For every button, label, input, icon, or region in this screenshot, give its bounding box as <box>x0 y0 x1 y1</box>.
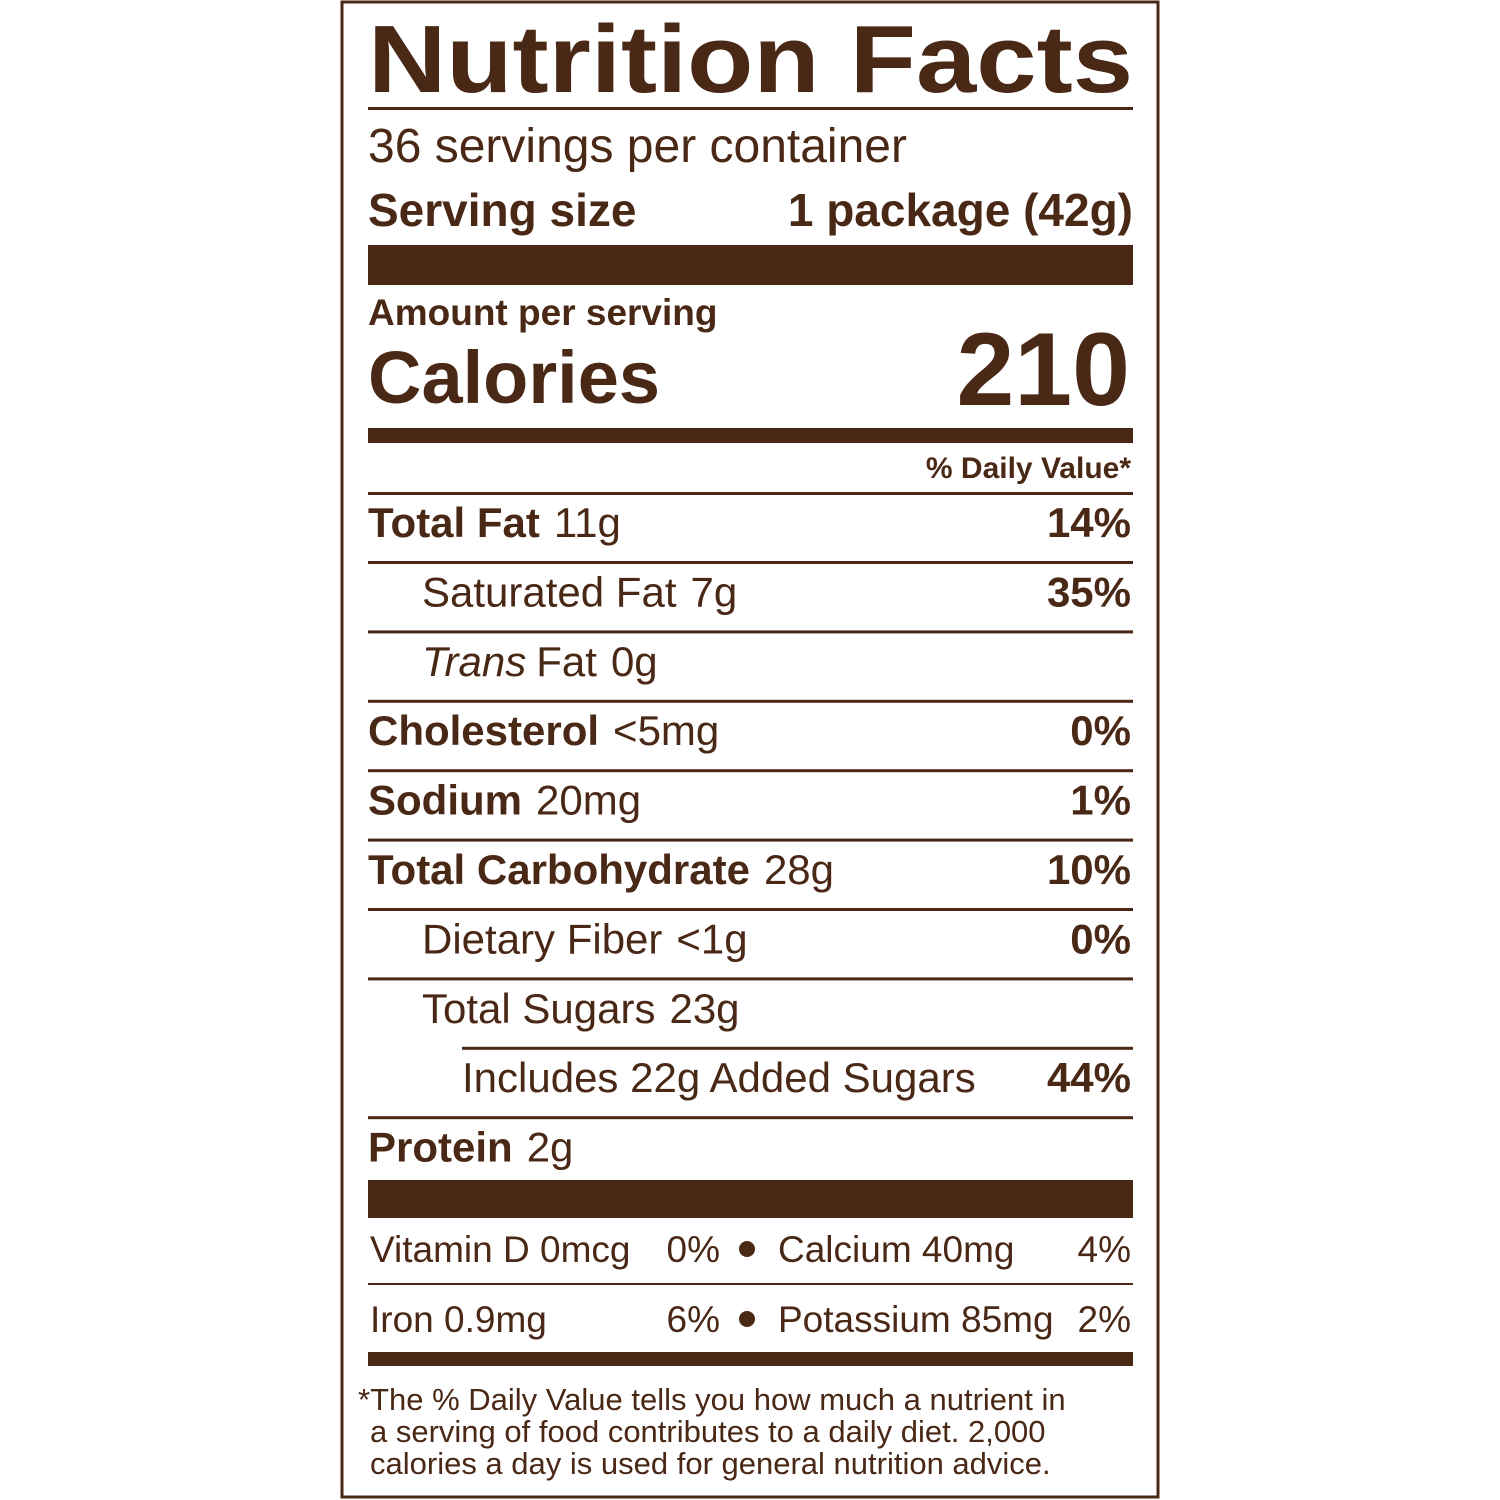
rule <box>368 838 1133 842</box>
nutrient-name: Fat <box>536 638 597 685</box>
micronutrient-name: Potassium 85mg <box>778 1299 1054 1340</box>
daily-value-header: % Daily Value* <box>926 452 1131 485</box>
servings: 36 servings per container <box>368 120 907 173</box>
nutrient-dv: 35% <box>1047 568 1131 615</box>
footnote: *The % Daily Value tells you how much a … <box>358 1382 1066 1481</box>
nutrient-name: Cholesterol <box>368 707 599 754</box>
nutrient-amount: <1g <box>676 915 747 962</box>
rule <box>368 561 1133 564</box>
rule <box>368 630 1133 634</box>
nutrient: Dietary Fiber <1g <box>422 915 748 962</box>
bullet <box>739 1311 755 1327</box>
label-border <box>340 0 1160 1499</box>
nutrient-dv: 44% <box>1047 1054 1131 1101</box>
nutrient-name: Dietary Fiber <box>422 915 662 962</box>
footnote-line: a serving of food contributes to a daily… <box>370 1414 1046 1449</box>
micronutrients: Vitamin D 0mcg 0% Calcium 40mg 4% Iron 0.9mg… <box>368 1229 1133 1340</box>
nutrient-name: Total Carbohydrate <box>368 846 750 893</box>
nutrient: Includes 22g Added Sugars <box>462 1054 976 1101</box>
bullet <box>739 1241 755 1257</box>
nutrient-name: Total Fat <box>368 499 540 546</box>
nutrient: Total Carbohydrate 28g <box>368 846 834 893</box>
nutrient: Total Fat 11g <box>368 499 621 546</box>
micronutrient-dv: 4% <box>1078 1229 1131 1270</box>
medium-bar <box>368 428 1133 443</box>
nutrient-dv: 1% <box>1070 777 1131 824</box>
footnote-line: *The % Daily Value tells you how much a … <box>358 1382 1066 1417</box>
nutrient-amount: 11g <box>554 499 621 546</box>
rule <box>368 977 1133 981</box>
micronutrient-dv: 0% <box>667 1229 720 1270</box>
rule <box>368 908 1133 911</box>
amount-per-serving: Amount per serving <box>368 292 718 333</box>
nutrient-name-italic: Trans <box>422 638 526 685</box>
rule <box>368 107 1133 110</box>
rule <box>368 1283 1133 1285</box>
nutrient-amount: 23g <box>669 985 739 1032</box>
micronutrient-name: Iron 0.9mg <box>370 1299 547 1340</box>
nutrient-amount: 0g <box>611 638 658 685</box>
serving-size-value: 1 package (42g) <box>788 184 1133 236</box>
nutrient: Saturated Fat 7g <box>422 568 737 615</box>
nutrient-name: Sodium <box>368 777 522 824</box>
nutrient-amount: 20mg <box>536 777 641 824</box>
nutrient-name: Includes 22g Added Sugars <box>462 1054 976 1101</box>
nutrient-name: Protein <box>368 1124 513 1171</box>
nutrient-amount: <5mg <box>613 707 719 754</box>
thick-bar <box>368 245 1133 285</box>
nutrient-dv: 14% <box>1047 499 1131 546</box>
calories-value: 210 <box>956 312 1130 428</box>
rule <box>368 492 1133 495</box>
nutrient-dv: 0% <box>1070 915 1131 962</box>
nutrient-rows: Total Fat 11g 14% Saturated Fat 7g 35% Trans Fa… <box>368 499 1133 1171</box>
rule <box>368 699 1133 703</box>
rule <box>368 769 1133 773</box>
serving-size-label: Serving size <box>368 184 636 236</box>
calories-label: Calories <box>368 336 660 419</box>
nutrient: Trans Fat 0g <box>422 638 658 685</box>
nutrient: Protein 2g <box>368 1124 573 1171</box>
micronutrient-dv: 2% <box>1078 1299 1131 1340</box>
nutrient-amount: 7g <box>690 568 737 615</box>
footnote-line: calories a day is used for general nutri… <box>370 1446 1051 1481</box>
nutrient: Sodium 20mg <box>368 777 641 824</box>
micronutrient-name: Calcium 40mg <box>778 1229 1014 1270</box>
thick-bar <box>368 1180 1133 1218</box>
micronutrient-dv: 6% <box>667 1299 720 1340</box>
nutrient: Cholesterol <5mg <box>368 707 719 754</box>
title: Nutrition Facts <box>368 6 1133 113</box>
micronutrient-name: Vitamin D 0mcg <box>370 1229 630 1270</box>
medium-bar <box>368 1352 1133 1366</box>
nutrient-dv: 0% <box>1070 707 1131 754</box>
rule <box>462 1046 1133 1050</box>
nutrient-name: Total Sugars <box>422 985 655 1032</box>
nutrient-name: Saturated Fat <box>422 568 677 615</box>
nutrient-amount: 2g <box>527 1124 574 1171</box>
nutrient: Total Sugars 23g <box>422 985 740 1032</box>
nutrient-amount: 28g <box>764 846 834 893</box>
rule <box>368 1116 1133 1120</box>
nutrient-dv: 10% <box>1047 846 1131 893</box>
